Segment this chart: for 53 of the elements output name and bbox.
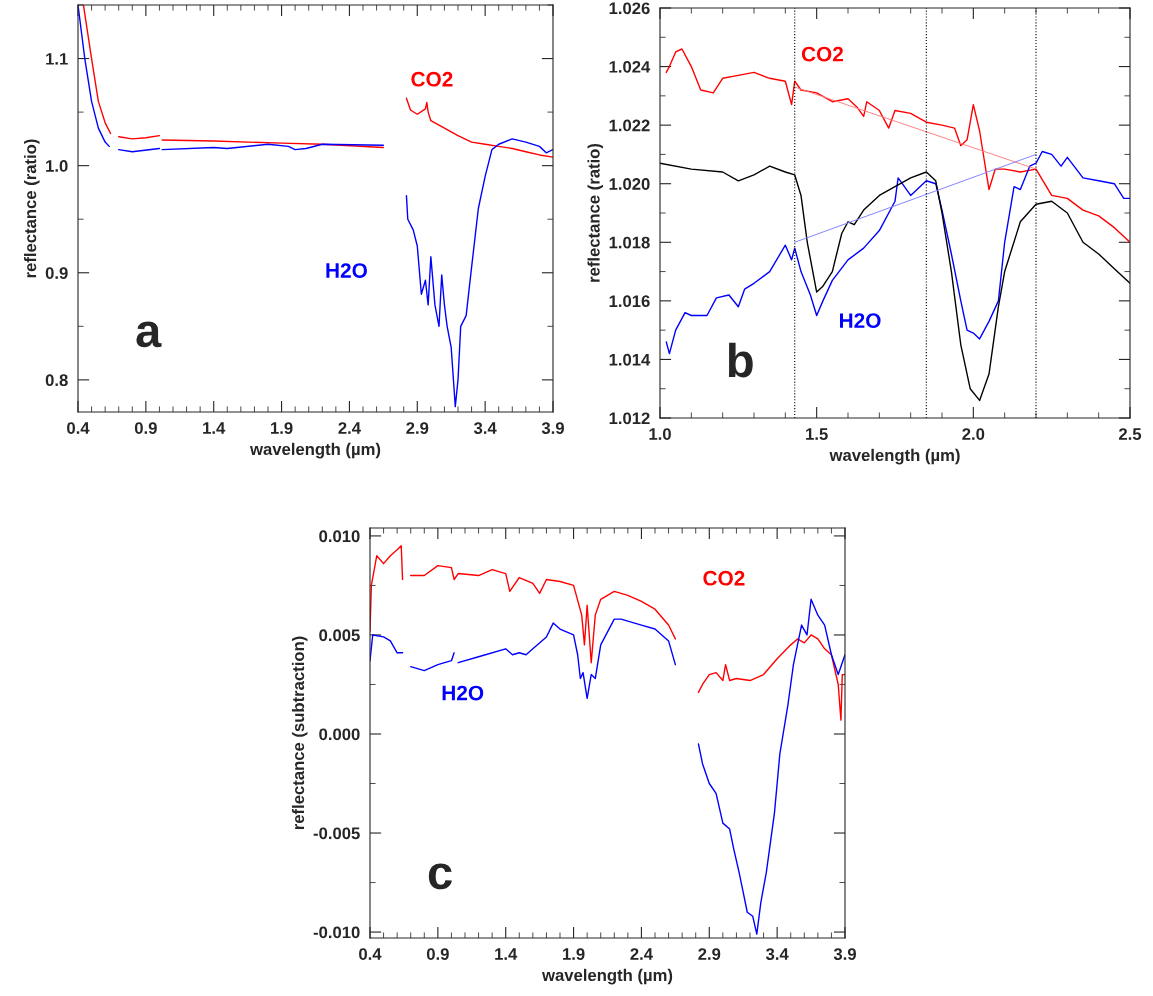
- x-tick-label: 1.9: [271, 422, 293, 434]
- y-tick-label: 1.022: [609, 119, 650, 132]
- y-tick-label: 1.018: [609, 236, 650, 249]
- y-tick-label: 1.0: [46, 160, 68, 172]
- series-label: H2O: [442, 685, 484, 701]
- x-tick-label: 2.9: [406, 422, 429, 434]
- x-tick-label: 2.4: [338, 422, 361, 434]
- y-tick-label: -0.005: [313, 827, 360, 840]
- x-tick-label: 1.5: [806, 428, 828, 440]
- x-axis-title: wavelength (µm): [542, 968, 673, 985]
- x-tick-label: 0.4: [359, 948, 382, 960]
- x-tick-label: 0.9: [426, 948, 449, 960]
- y-tick-label: 1.024: [609, 60, 651, 73]
- y-tick-label: 0.8: [45, 374, 68, 387]
- x-tick-label: 2.9: [698, 948, 721, 960]
- x-tick-label: 0.9: [134, 422, 157, 434]
- text: CO2: [703, 570, 745, 586]
- annotation: c: [428, 863, 452, 890]
- annotation: a: [136, 321, 162, 348]
- x-tick-label: 3.4: [473, 422, 497, 434]
- y-tick-label: 0.010: [319, 530, 360, 543]
- y-tick-label: 1.014: [609, 353, 651, 366]
- annotation: b: [728, 342, 753, 378]
- x-tick-label: 3.4: [765, 948, 789, 960]
- y-tick-label: -0.010: [313, 926, 360, 939]
- x-tick-label: 2.4: [630, 948, 653, 960]
- x-tick-label: 2.0: [962, 428, 985, 440]
- series-label: CO2: [411, 71, 453, 87]
- y-tick-label: 1.026: [609, 2, 650, 15]
- x-tick-label: 3.9: [833, 948, 856, 960]
- y-axis-title: reflectance (ratio): [587, 143, 604, 282]
- y-axis-title: reflectance (ratio): [24, 139, 40, 278]
- y-tick-label: 1.020: [609, 178, 650, 190]
- text: H2O: [326, 263, 367, 278]
- series-label: H2O: [839, 313, 881, 329]
- x-tick-label: 1.9: [563, 948, 585, 960]
- y-tick-label: 1.016: [609, 295, 650, 308]
- y-axis-title: reflectance (subtraction): [291, 636, 308, 830]
- y-tick-label: 1.1: [46, 53, 68, 65]
- x-tick-label: 2.5: [1118, 428, 1142, 440]
- series-label: CO2: [801, 46, 843, 62]
- x-axis-title: wavelength (µm): [829, 448, 960, 465]
- x-tick-label: 0.4: [67, 422, 90, 434]
- y-tick-label: 0.005: [319, 629, 360, 642]
- y-tick-label: 1.012: [609, 412, 650, 425]
- y-tick-label: 0.9: [45, 267, 68, 279]
- x-tick-label: 1.0: [649, 428, 671, 440]
- line-series: [665, 48, 1130, 243]
- x-tick-label: 3.9: [541, 422, 564, 434]
- y-tick-label: 0.000: [319, 728, 360, 741]
- x-axis-title: wavelength (µm): [250, 442, 381, 459]
- x-tick-label: 1.4: [495, 948, 518, 960]
- x-tick-label: 1.4: [203, 422, 226, 434]
